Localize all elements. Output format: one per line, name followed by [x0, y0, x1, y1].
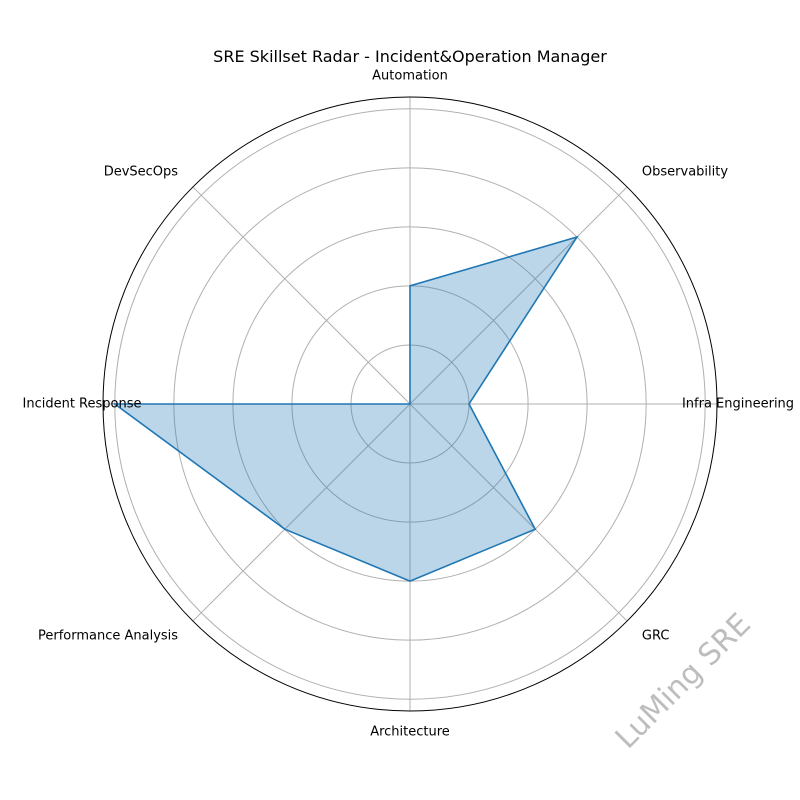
- grid-spoke-2: [409, 186, 628, 405]
- axis-label-4: DevSecOps: [104, 165, 179, 180]
- grid-spoke-6: [192, 403, 411, 622]
- watermark: LuMing SRE: [609, 607, 758, 756]
- polar-frame: [102, 96, 718, 712]
- series-fill: [114, 237, 578, 582]
- axis-label-3: Automation: [372, 69, 448, 84]
- chart-title: SRE Skillset Radar - Incident&Operation …: [213, 47, 607, 66]
- axis-label-2: Observability: [642, 165, 728, 180]
- grid-spoke-8: [409, 403, 628, 622]
- axis-label-5: Incident Response: [23, 397, 142, 412]
- grid-spoke-4: [192, 186, 411, 405]
- axis-labels: Infra Engineering Observability Automation…: [23, 69, 795, 740]
- radar-series: [112, 235, 579, 582]
- axis-label-7: Architecture: [370, 725, 450, 740]
- axis-label-8: GRC: [642, 628, 670, 643]
- axis-label-1: Infra Engineering: [682, 397, 794, 412]
- axis-label-6: Performance Analysis: [38, 628, 178, 643]
